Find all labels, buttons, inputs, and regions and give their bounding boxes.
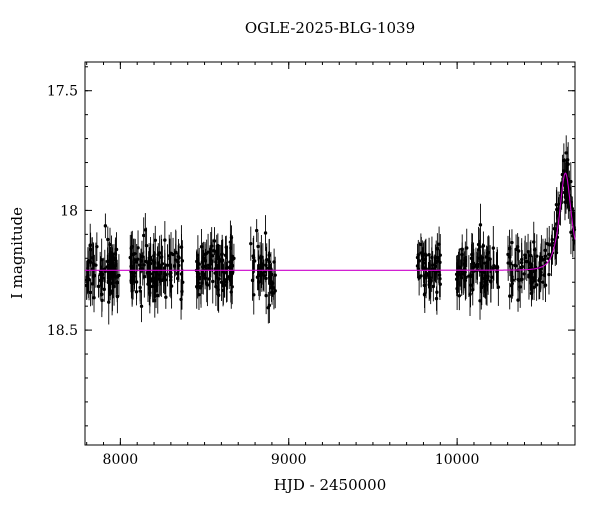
x-tick-label: 9000 (271, 452, 307, 468)
model-curve (85, 172, 576, 271)
y-tick-label: 17.5 (47, 84, 78, 100)
x-axis-label: HJD - 2450000 (274, 476, 387, 494)
y-tick-label: 18 (60, 203, 78, 219)
y-axis-label: I magnitude (8, 207, 26, 299)
chart-title: OGLE-2025-BLG-1039 (245, 19, 415, 37)
plot-frame (84, 61, 576, 446)
axes-and-frame: 8000 9000 10000 17.5 18 18.5 (47, 61, 576, 468)
y-tick-label: 18.5 (47, 323, 78, 339)
x-tick-label: 10000 (435, 452, 480, 468)
x-tick-label: 8000 (103, 452, 139, 468)
model-light-curve (85, 172, 576, 271)
data-points (84, 135, 577, 325)
